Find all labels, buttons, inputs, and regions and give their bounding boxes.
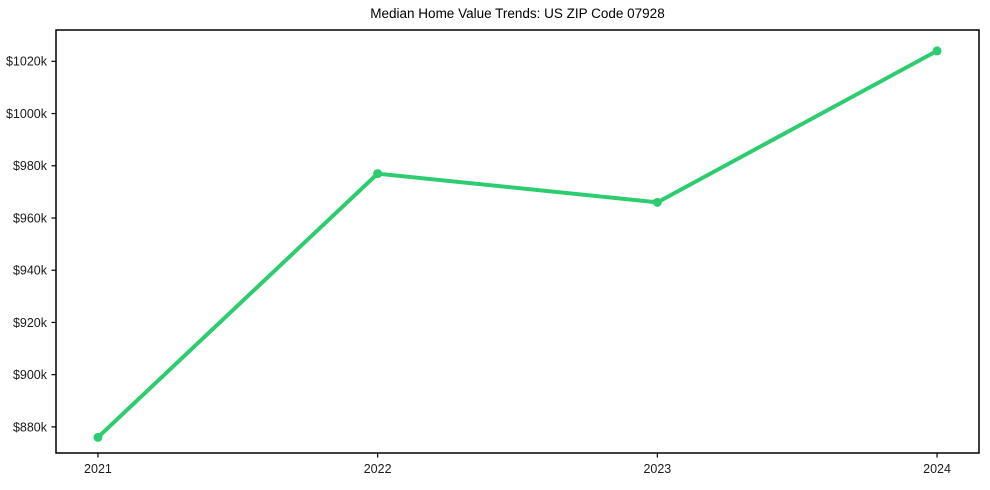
- y-axis-tick-label: $940k: [13, 264, 48, 278]
- y-axis-tick-label: $880k: [13, 420, 48, 434]
- x-axis-tick-label: 2023: [643, 462, 671, 476]
- x-axis-tick-label: 2024: [923, 462, 951, 476]
- y-axis-tick-label: $900k: [13, 368, 48, 382]
- y-axis-tick-label: $1020k: [6, 55, 48, 69]
- x-axis-tick-label: 2021: [84, 462, 112, 476]
- x-axis-tick-label: 2022: [364, 462, 392, 476]
- plot-frame: [55, 29, 980, 454]
- data-point-2024: [932, 46, 942, 56]
- y-axis-tick-label: $980k: [13, 159, 48, 173]
- y-axis-tick-label: $960k: [13, 211, 48, 225]
- y-axis-tick-label: $1000k: [6, 107, 48, 121]
- data-point-2021: [93, 432, 103, 442]
- chart-title: Median Home Value Trends: US ZIP Code 07…: [370, 6, 665, 21]
- trend-line: [95, 48, 940, 440]
- data-point-2022: [373, 169, 383, 179]
- data-point-2023: [652, 197, 662, 207]
- y-axis-tick-label: $920k: [13, 316, 48, 330]
